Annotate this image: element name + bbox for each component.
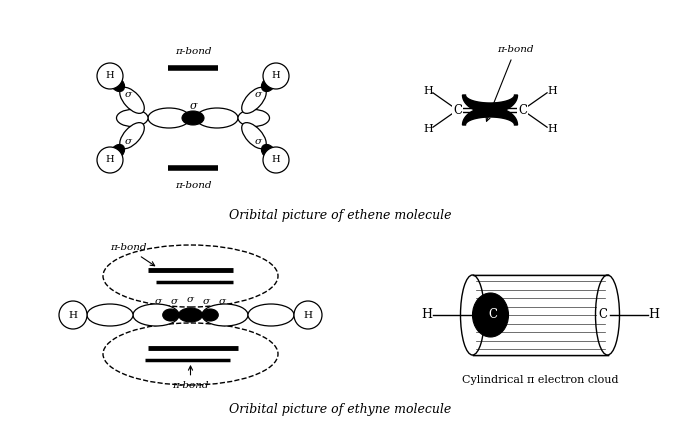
Ellipse shape: [148, 108, 190, 128]
Text: H: H: [271, 156, 280, 165]
Text: H: H: [106, 156, 114, 165]
Text: σ: σ: [255, 90, 261, 99]
Text: C: C: [488, 308, 497, 322]
Text: π-bond: π-bond: [175, 47, 211, 56]
Text: H: H: [423, 124, 433, 134]
Ellipse shape: [110, 77, 125, 92]
Text: σ: σ: [125, 137, 131, 146]
Circle shape: [97, 147, 123, 173]
Text: H: H: [271, 71, 280, 80]
Text: σ: σ: [155, 297, 162, 305]
Text: π-bond: π-bond: [486, 46, 533, 121]
Text: Oribital picture of ethene molecule: Oribital picture of ethene molecule: [229, 209, 452, 221]
Text: H: H: [303, 310, 313, 319]
Text: σ: σ: [189, 101, 197, 111]
Text: σ: σ: [203, 298, 210, 307]
Ellipse shape: [182, 111, 204, 125]
Text: σ: σ: [171, 298, 178, 307]
Text: H: H: [106, 71, 114, 80]
Text: σ: σ: [255, 137, 261, 146]
Ellipse shape: [248, 304, 294, 326]
Ellipse shape: [162, 309, 179, 321]
Ellipse shape: [261, 144, 276, 159]
Text: C: C: [453, 104, 462, 117]
Ellipse shape: [116, 110, 148, 126]
Ellipse shape: [196, 108, 238, 128]
Text: C: C: [598, 308, 607, 322]
Circle shape: [59, 301, 87, 329]
Bar: [473, 275, 607, 355]
Text: π-bond: π-bond: [110, 243, 154, 266]
Ellipse shape: [202, 304, 248, 326]
Text: H: H: [423, 86, 433, 96]
Text: H: H: [421, 308, 432, 322]
Ellipse shape: [238, 110, 269, 126]
Text: H: H: [648, 308, 659, 322]
Text: σ: σ: [187, 295, 194, 304]
Ellipse shape: [120, 87, 144, 114]
Ellipse shape: [179, 308, 202, 322]
Circle shape: [263, 147, 289, 173]
Circle shape: [294, 301, 322, 329]
Ellipse shape: [261, 77, 276, 92]
Text: H: H: [547, 124, 557, 134]
Ellipse shape: [87, 304, 133, 326]
Ellipse shape: [242, 87, 266, 114]
Ellipse shape: [596, 275, 619, 355]
Bar: [473, 275, 607, 355]
Circle shape: [97, 63, 123, 89]
Text: H: H: [547, 86, 557, 96]
Ellipse shape: [110, 144, 125, 159]
Ellipse shape: [460, 275, 485, 355]
Circle shape: [263, 63, 289, 89]
Text: π-bond: π-bond: [175, 181, 211, 190]
Ellipse shape: [242, 123, 266, 149]
Text: σ: σ: [125, 90, 131, 99]
Text: C: C: [518, 104, 527, 117]
Ellipse shape: [202, 309, 218, 321]
Ellipse shape: [133, 304, 179, 326]
Text: σ: σ: [219, 297, 226, 305]
Ellipse shape: [120, 123, 144, 149]
Text: Oribital picture of ethyne molecule: Oribital picture of ethyne molecule: [229, 403, 451, 417]
Polygon shape: [462, 107, 517, 125]
Ellipse shape: [473, 293, 508, 337]
Text: Cylindrical π electron cloud: Cylindrical π electron cloud: [462, 375, 618, 385]
Text: π-bond: π-bond: [172, 366, 209, 390]
Polygon shape: [462, 95, 517, 113]
Text: H: H: [68, 310, 77, 319]
